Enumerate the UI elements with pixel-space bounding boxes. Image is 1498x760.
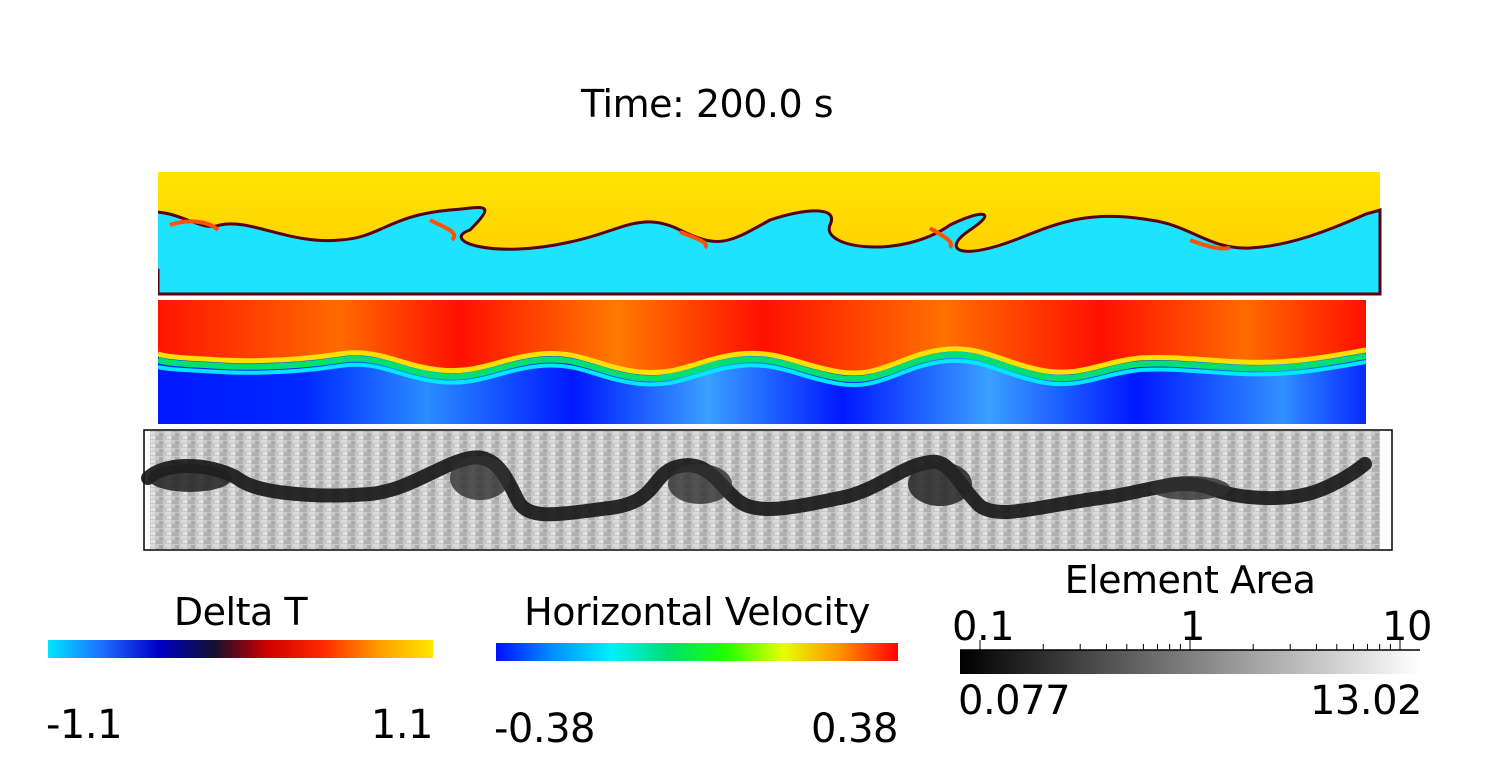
delta-t-field-panel bbox=[140, 170, 1396, 296]
element-area-max-label: 13.02 bbox=[1309, 678, 1423, 724]
horizontal-velocity-field-plot bbox=[140, 298, 1396, 426]
element-area-colorbar-title: Element Area bbox=[1064, 558, 1316, 602]
cold-layer bbox=[145, 206, 1382, 296]
shear-layer-green bbox=[157, 351, 1367, 382]
element-area-tick-10: 10 bbox=[1382, 604, 1432, 650]
delta-t-min-label: -1.1 bbox=[46, 702, 123, 748]
horizontal-velocity-field-panel bbox=[140, 298, 1396, 426]
element-area-gradient bbox=[960, 650, 1420, 674]
element-area-minor-ticks bbox=[979, 640, 1401, 650]
mesh-frame bbox=[143, 429, 1393, 551]
element-area-tick-1: 1 bbox=[1180, 604, 1205, 650]
refined-vortex-1 bbox=[148, 464, 232, 492]
left-edge-mask bbox=[140, 298, 158, 426]
refined-vortex-5 bbox=[1150, 476, 1230, 500]
title: Time: 200.0 s bbox=[580, 82, 834, 126]
vortex-1 bbox=[169, 219, 220, 232]
vortex-2 bbox=[429, 218, 457, 242]
element-area-tick-0.1: 0.1 bbox=[952, 604, 1015, 650]
horizontal-velocity-colorbar bbox=[496, 643, 898, 661]
shear-layer-yellow bbox=[157, 346, 1367, 376]
left-edge-mask bbox=[140, 170, 158, 296]
delta-t-max-label: 1.1 bbox=[370, 702, 434, 748]
element-area-mesh-plot bbox=[141, 429, 1393, 551]
delta-t-field-plot bbox=[140, 170, 1382, 296]
element-area-colorbar bbox=[960, 640, 1420, 674]
element-area-min-label: 0.077 bbox=[958, 678, 1071, 724]
vortex-3 bbox=[679, 230, 708, 250]
horizontal-velocity-colorbar-title: Horizontal Velocity bbox=[524, 590, 870, 634]
horizontal-velocity-max-label: 0.38 bbox=[810, 706, 899, 752]
right-edge-mask bbox=[1366, 298, 1396, 426]
positive-velocity-region bbox=[158, 300, 1366, 374]
vortex-4 bbox=[928, 226, 953, 250]
shear-layer-cyan bbox=[157, 358, 1367, 387]
vortex-5 bbox=[1189, 238, 1231, 251]
delta-t-colorbar-title: Delta T bbox=[173, 590, 308, 634]
refined-vortex-3 bbox=[668, 464, 732, 504]
refined-vortex-4 bbox=[908, 462, 972, 506]
element-area-mesh-panel bbox=[140, 428, 1396, 552]
horizontal-velocity-min-label: -0.38 bbox=[494, 706, 596, 752]
delta-t-colorbar bbox=[48, 640, 433, 658]
refined-vortex-2 bbox=[450, 456, 510, 500]
